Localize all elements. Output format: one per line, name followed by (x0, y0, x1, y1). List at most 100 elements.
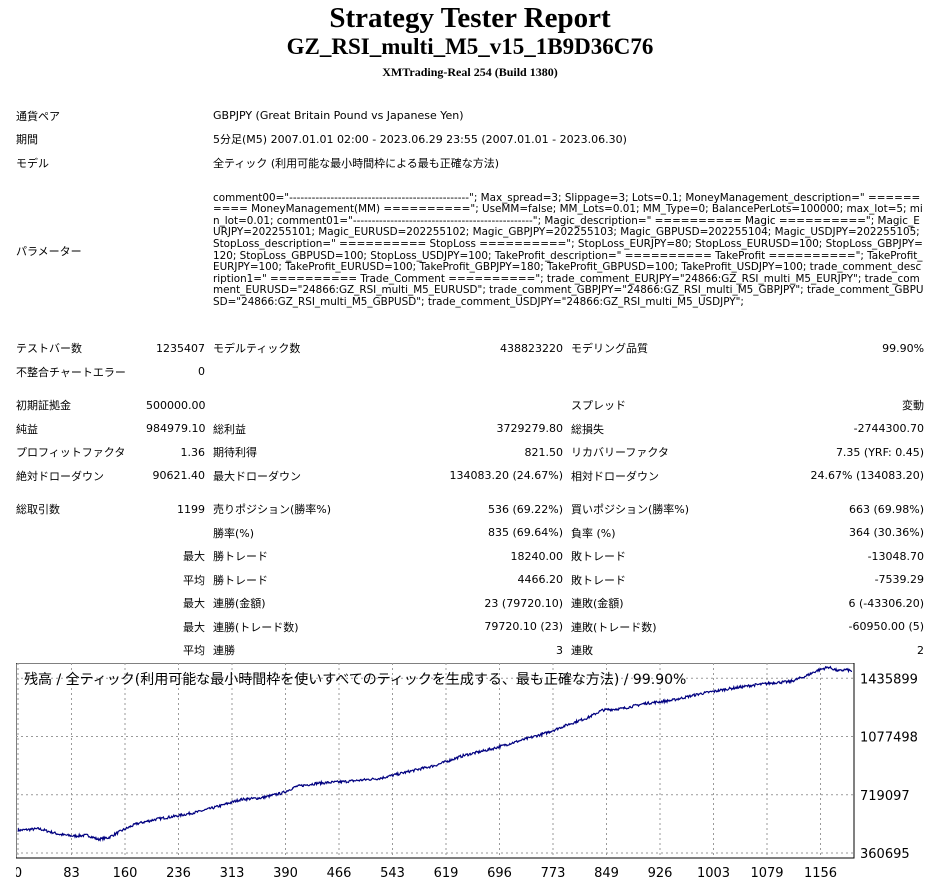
deposit-value: 500000.00 (146, 398, 206, 412)
symbol-label: 通貨ペア (16, 109, 60, 123)
params-label: パラメーター (16, 244, 82, 258)
cons-profit-row: 最大 連勝(トレード数) 79720.10 (23) 連敗(トレード数) -60… (12, 615, 928, 639)
cons-profit-prefix: 最大 (183, 620, 205, 634)
gross-profit-label: 総利益 (213, 422, 246, 436)
x-tick-label: 926 (648, 866, 673, 879)
x-tick-label: 390 (273, 866, 298, 879)
max-dd-label: 最大ドローダウン (213, 469, 301, 483)
model-label: モデル (16, 156, 49, 170)
cons-losses-label: 連敗(金額) (571, 597, 624, 611)
rel-dd-value: 24.67% (134083.20) (810, 469, 925, 483)
chart-title: 残高 / 全ティック(利用可能な最小時間枠を使いすべてのティックを生成する、最も… (24, 671, 686, 688)
x-tick-label: 1079 (750, 866, 783, 879)
y-tick-label: 719097 (860, 789, 910, 804)
model-row: モデル 全ティック (利用可能な最小時間枠による最も正確な方法) (12, 151, 928, 175)
abs-dd-value: 90621.40 (152, 469, 206, 483)
symbol-value: GBPJPY (Great Britain Pound vs Japanese … (213, 109, 464, 123)
params-row: パラメーター comment00="----------------------… (12, 175, 928, 327)
y-tick-label: 1077498 (860, 731, 918, 746)
short-value: 536 (69.22%) (487, 502, 563, 516)
x-tick-label: 160 (113, 866, 138, 879)
largest-win-value: 18240.00 (510, 549, 564, 563)
largest-loss-value: -13048.70 (867, 549, 925, 563)
pf-value: 1.36 (180, 445, 206, 459)
cons-profit-value: 79720.10 (23) (484, 620, 563, 634)
largest-prefix: 最大 (183, 550, 205, 564)
bars-row: テストバー数 1235407 モデルティック数 438823220 モデリング品… (12, 337, 928, 361)
avg-win-label: 勝トレード (213, 573, 268, 587)
x-tick-label: 849 (594, 866, 619, 879)
x-tick-label: 543 (380, 866, 405, 879)
x-tick-label: 696 (487, 866, 512, 879)
plot-area (16, 663, 855, 859)
avg-cons-prefix: 平均 (183, 644, 205, 658)
x-tick-label: 1003 (697, 866, 730, 879)
x-tick-label: 619 (434, 866, 459, 879)
loss-rate-value: 364 (30.36%) (849, 526, 925, 540)
bars-label: テストバー数 (16, 342, 82, 356)
cons-loss-label: 連敗(トレード数) (571, 620, 657, 634)
ticks-value: 438823220 (500, 341, 563, 355)
spread-label: スプレッド (571, 399, 626, 413)
spread-value: 変動 (902, 399, 925, 413)
balance-chart: 残高 / 全ティック(利用可能な最小時間枠を使いすべてのティックを生成する、最も… (16, 663, 918, 879)
avg-cons-losses-label: 連敗 (571, 644, 593, 658)
period-value: 5分足(M5) 2007.01.01 02:00 - 2023.06.29 23… (213, 133, 627, 147)
average-prefix: 平均 (183, 573, 205, 587)
period-row: 期間 5分足(M5) 2007.01.01 02:00 - 2023.06.29… (12, 128, 928, 152)
avg-win-value: 4466.20 (517, 573, 564, 587)
cons-wins-value: 23 (79720.10) (484, 596, 563, 610)
report-title: Strategy Tester Report (329, 2, 611, 34)
quality-value: 99.90% (882, 341, 925, 355)
quality-label: モデリング品質 (571, 342, 648, 356)
pf-row: プロフィットファクタ 1.36 期待利得 821.50 リカバリーファクタ 7.… (12, 441, 928, 465)
win-rate-label: 勝率(%) (213, 526, 255, 540)
ticks-label: モデルティック数 (213, 342, 301, 356)
bars-value: 1235407 (156, 341, 205, 355)
period-label: 期間 (16, 133, 38, 147)
pf-label: プロフィットファクタ (16, 446, 126, 460)
gross-loss-label: 総損失 (571, 422, 604, 436)
winrate-row: 勝率(%) 835 (69.64%) 負率 (%) 364 (30.36%) (12, 521, 928, 545)
cons-wins-label: 連勝(金額) (213, 597, 266, 611)
avg-cons-wins-value: 3 (556, 643, 563, 657)
mismatch-value: 0 (198, 365, 205, 379)
trades-row: 総取引数 1199 売りポジション(勝率%) 536 (69.22%) 買いポジ… (12, 498, 928, 522)
average-row: 平均 勝トレード 4466.20 敗トレード -7539.29 (12, 568, 928, 592)
cons-wins-row: 最大 連勝(金額) 23 (79720.10) 連敗(金額) 6 (-43306… (12, 592, 928, 616)
max-dd-value: 134083.20 (24.67%) (449, 469, 563, 483)
y-tick-label: 1435899 (860, 672, 918, 687)
net-value: 984979.10 (146, 422, 206, 436)
expert-name: GZ_RSI_multi_M5_v15_1B9D36C76 (286, 34, 654, 59)
abs-dd-label: 絶対ドローダウン (16, 469, 104, 483)
recovery-value: 7.35 (YRF: 0.45) (835, 445, 925, 459)
short-label: 売りポジション(勝率%) (213, 503, 332, 517)
drawdown-row: 絶対ドローダウン 90621.40 最大ドローダウン 134083.20 (24… (12, 464, 928, 488)
expected-label: 期待利得 (213, 446, 257, 460)
x-tick-label: 236 (166, 866, 191, 879)
mismatch-label: 不整合チャートエラー (16, 365, 126, 379)
x-tick-label: 83 (63, 866, 80, 879)
balance-line (17, 665, 853, 842)
cons-wins-prefix: 最大 (183, 597, 205, 611)
deposit-label: 初期証拠金 (16, 399, 71, 413)
gross-profit-value: 3729279.80 (496, 422, 563, 436)
y-axis: 1435899 1077498 719097 360695 (860, 672, 918, 862)
avg-loss-value: -7539.29 (874, 573, 925, 587)
x-tick-label: 0 (16, 866, 22, 879)
trades-value: 1199 (177, 502, 205, 516)
cons-losses-value: 6 (-43306.20) (848, 596, 925, 610)
x-axis: 0 83 160 236 313 390 466 543 619 696 773 849 926 1003… (16, 866, 837, 879)
cons-loss-value: -60950.00 (5) (848, 620, 925, 634)
rel-dd-label: 相対ドローダウン (571, 469, 659, 483)
x-tick-label: 1156 (804, 866, 837, 879)
y-tick-label: 360695 (860, 847, 910, 862)
x-tick-label: 773 (541, 866, 566, 879)
largest-win-label: 勝トレード (213, 550, 268, 564)
model-value: 全ティック (利用可能な最小時間枠による最も正確な方法) (213, 156, 500, 170)
loss-rate-label: 負率 (%) (571, 526, 616, 540)
avg-cons-row: 平均 連勝 3 連敗 2 (12, 639, 928, 663)
net-row: 純益 984979.10 総利益 3729279.80 総損失 -2744300… (12, 417, 928, 441)
largest-loss-label: 敗トレード (571, 550, 626, 564)
server-build: XMTrading-Real 254 (Build 1380) (382, 65, 558, 79)
